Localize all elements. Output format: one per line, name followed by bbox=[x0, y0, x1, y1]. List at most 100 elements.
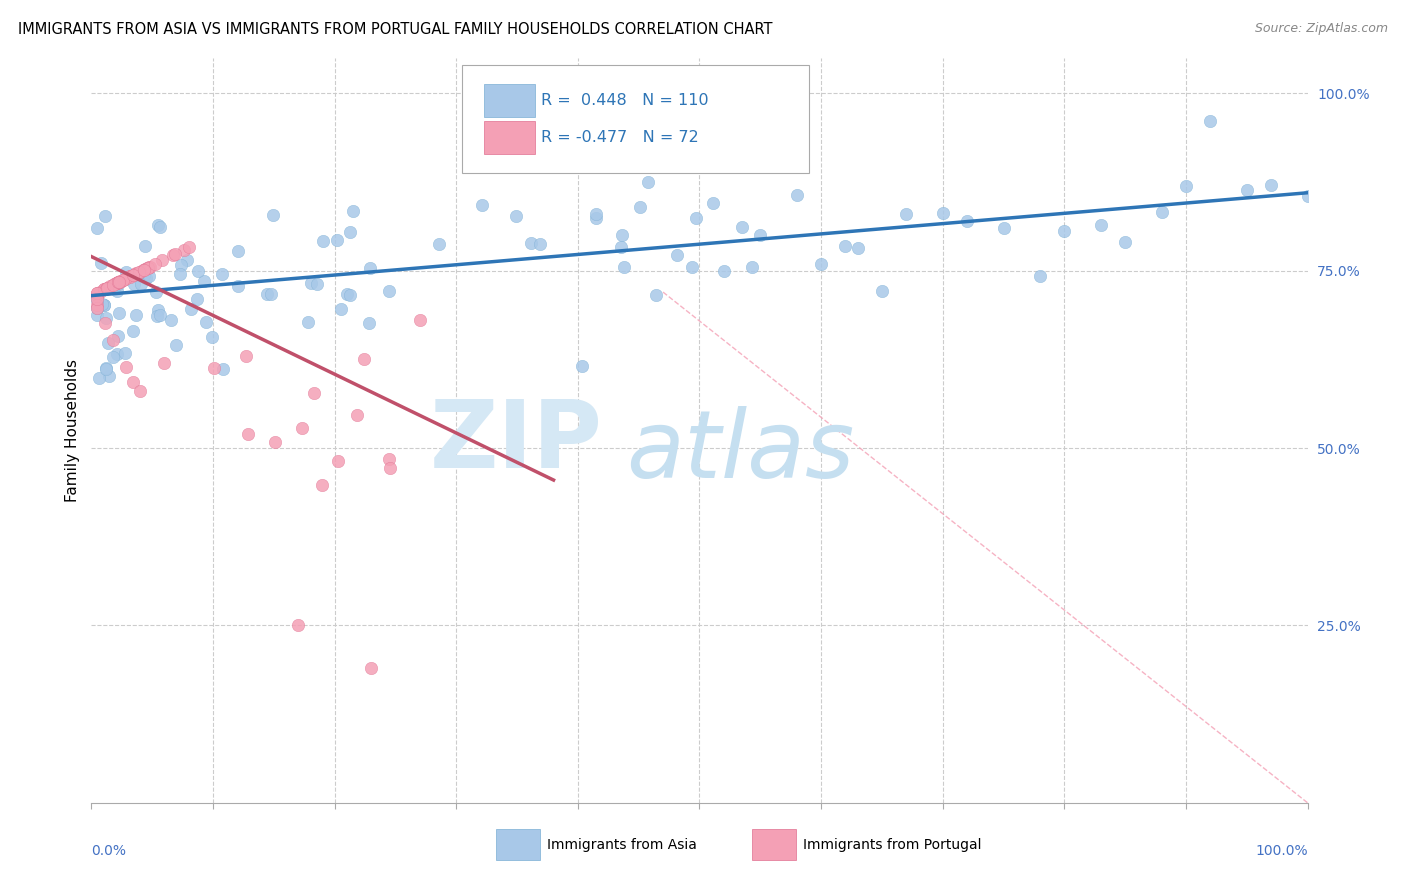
Point bbox=[114, 271, 136, 285]
Point bbox=[135, 261, 157, 276]
Point bbox=[870, 284, 893, 298]
Point bbox=[97, 336, 120, 351]
Point bbox=[359, 316, 381, 330]
Point bbox=[330, 301, 353, 316]
Point bbox=[195, 315, 218, 329]
Point bbox=[741, 260, 763, 275]
Point bbox=[339, 288, 361, 302]
Point bbox=[931, 205, 953, 219]
Point bbox=[86, 293, 108, 307]
Point bbox=[256, 286, 278, 301]
Point bbox=[105, 276, 128, 290]
Point bbox=[110, 274, 132, 288]
Point bbox=[97, 280, 120, 294]
Point bbox=[162, 248, 184, 262]
Point bbox=[471, 198, 494, 212]
Point bbox=[129, 384, 152, 399]
Point bbox=[685, 211, 707, 226]
Text: R =  0.448   N = 110: R = 0.448 N = 110 bbox=[541, 93, 709, 108]
Point bbox=[132, 262, 155, 277]
Point bbox=[129, 277, 152, 291]
Point bbox=[118, 269, 141, 284]
Point bbox=[132, 268, 155, 282]
Text: Immigrants from Portugal: Immigrants from Portugal bbox=[803, 838, 981, 852]
Point bbox=[342, 203, 364, 218]
Point bbox=[107, 306, 129, 320]
Point bbox=[749, 227, 772, 242]
Point bbox=[86, 308, 108, 322]
Point bbox=[90, 256, 112, 270]
Point bbox=[86, 286, 108, 301]
Point bbox=[122, 277, 145, 291]
Point bbox=[326, 233, 349, 247]
Point bbox=[702, 196, 724, 211]
Point bbox=[103, 277, 125, 292]
Point bbox=[86, 286, 108, 301]
Point bbox=[336, 286, 359, 301]
Point bbox=[346, 409, 368, 423]
Point bbox=[89, 285, 111, 299]
Point bbox=[122, 268, 145, 282]
Point bbox=[105, 276, 128, 290]
Point bbox=[149, 309, 172, 323]
Point bbox=[226, 244, 249, 258]
Point bbox=[128, 265, 150, 279]
Point bbox=[107, 277, 129, 292]
Point bbox=[96, 281, 118, 295]
Point bbox=[226, 279, 249, 293]
Point bbox=[136, 260, 159, 275]
Point bbox=[585, 211, 607, 225]
Point bbox=[103, 350, 125, 364]
Point bbox=[138, 269, 160, 284]
Point bbox=[299, 276, 322, 290]
Point bbox=[94, 360, 117, 375]
Point bbox=[146, 309, 169, 323]
Point bbox=[120, 269, 142, 284]
Point bbox=[427, 237, 450, 252]
Text: Source: ZipAtlas.com: Source: ZipAtlas.com bbox=[1254, 22, 1388, 36]
Point bbox=[128, 265, 150, 279]
Point bbox=[1296, 189, 1319, 203]
Point bbox=[159, 312, 181, 326]
Point bbox=[115, 360, 138, 375]
Point bbox=[262, 208, 284, 222]
Point bbox=[1236, 184, 1258, 198]
Text: R = -0.477   N = 72: R = -0.477 N = 72 bbox=[541, 130, 699, 145]
Point bbox=[107, 275, 129, 289]
Point bbox=[186, 264, 208, 278]
Point bbox=[360, 661, 382, 675]
Point bbox=[235, 350, 257, 364]
Point bbox=[1114, 235, 1136, 250]
Point bbox=[93, 297, 115, 311]
Point bbox=[505, 209, 527, 223]
Point bbox=[1029, 268, 1052, 283]
Point bbox=[377, 284, 399, 298]
Point bbox=[103, 277, 125, 292]
Point bbox=[121, 324, 143, 338]
Point bbox=[100, 279, 122, 293]
Text: IMMIGRANTS FROM ASIA VS IMMIGRANTS FROM PORTUGAL FAMILY HOUSEHOLDS CORRELATION C: IMMIGRANTS FROM ASIA VS IMMIGRANTS FROM … bbox=[18, 22, 773, 37]
Point bbox=[139, 260, 162, 274]
Point bbox=[312, 235, 335, 249]
Point bbox=[105, 346, 128, 360]
FancyBboxPatch shape bbox=[752, 829, 796, 860]
Point bbox=[165, 338, 187, 352]
Point bbox=[91, 297, 114, 311]
Point bbox=[529, 236, 551, 251]
Point bbox=[326, 453, 349, 467]
Point bbox=[94, 209, 117, 223]
Point bbox=[97, 368, 120, 383]
FancyBboxPatch shape bbox=[496, 829, 540, 860]
Point bbox=[131, 263, 153, 277]
Text: Immigrants from Asia: Immigrants from Asia bbox=[547, 838, 697, 852]
Point bbox=[304, 385, 326, 400]
Point bbox=[307, 277, 329, 292]
FancyBboxPatch shape bbox=[484, 84, 536, 117]
Point bbox=[610, 228, 633, 243]
Point bbox=[378, 460, 401, 475]
Point bbox=[177, 240, 200, 254]
Point bbox=[612, 260, 634, 274]
Point bbox=[1053, 224, 1076, 238]
Point bbox=[114, 346, 136, 360]
Point bbox=[111, 273, 134, 287]
